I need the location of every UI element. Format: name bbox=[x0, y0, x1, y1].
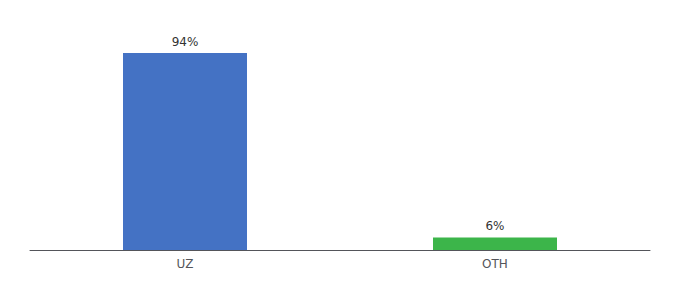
svg-text:OTH: OTH bbox=[482, 257, 508, 271]
svg-text:94%: 94% bbox=[172, 35, 199, 49]
svg-text:UZ: UZ bbox=[177, 257, 194, 271]
svg-text:6%: 6% bbox=[485, 219, 504, 233]
